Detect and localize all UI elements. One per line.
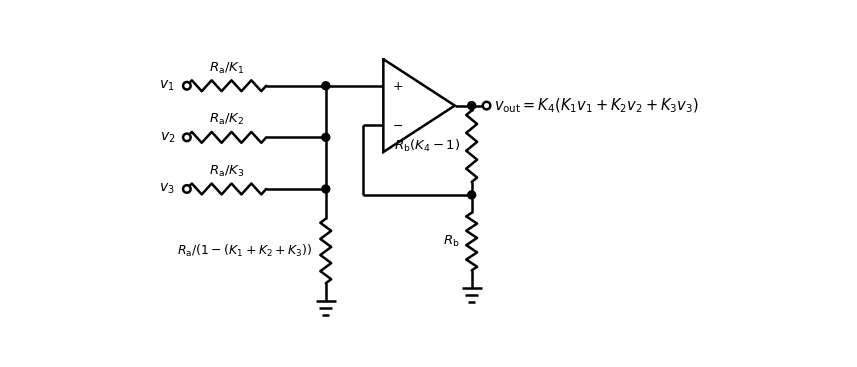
Text: $v_1$: $v_1$ <box>159 79 175 93</box>
Text: $R_{\rm a}/(1-(K_1+K_2+K_3))$: $R_{\rm a}/(1-(K_1+K_2+K_3))$ <box>177 243 312 259</box>
Text: $R_{\rm a}/K_3$: $R_{\rm a}/K_3$ <box>209 164 244 179</box>
Text: $R_{\rm a}/K_2$: $R_{\rm a}/K_2$ <box>209 112 244 127</box>
Circle shape <box>468 102 476 110</box>
Circle shape <box>482 102 490 109</box>
Circle shape <box>322 133 330 141</box>
Text: $v_3$: $v_3$ <box>159 182 175 196</box>
Circle shape <box>322 82 330 90</box>
Circle shape <box>468 191 476 199</box>
Circle shape <box>183 185 190 193</box>
Text: $-$: $-$ <box>393 119 404 132</box>
Circle shape <box>322 185 330 193</box>
Circle shape <box>183 82 190 90</box>
Text: $R_{\rm a}/K_1$: $R_{\rm a}/K_1$ <box>209 61 244 76</box>
Text: $R_{\rm b}$: $R_{\rm b}$ <box>443 234 459 249</box>
Circle shape <box>183 134 190 141</box>
Text: $R_{\rm b}(K_4-1)$: $R_{\rm b}(K_4-1)$ <box>393 138 459 155</box>
Text: $v_{\rm out} = K_4(K_1 v_1 + K_2 v_2 + K_3 v_3)$: $v_{\rm out} = K_4(K_1 v_1 + K_2 v_2 + K… <box>494 97 698 115</box>
Text: $+$: $+$ <box>393 80 404 92</box>
Text: $v_2$: $v_2$ <box>159 130 175 145</box>
